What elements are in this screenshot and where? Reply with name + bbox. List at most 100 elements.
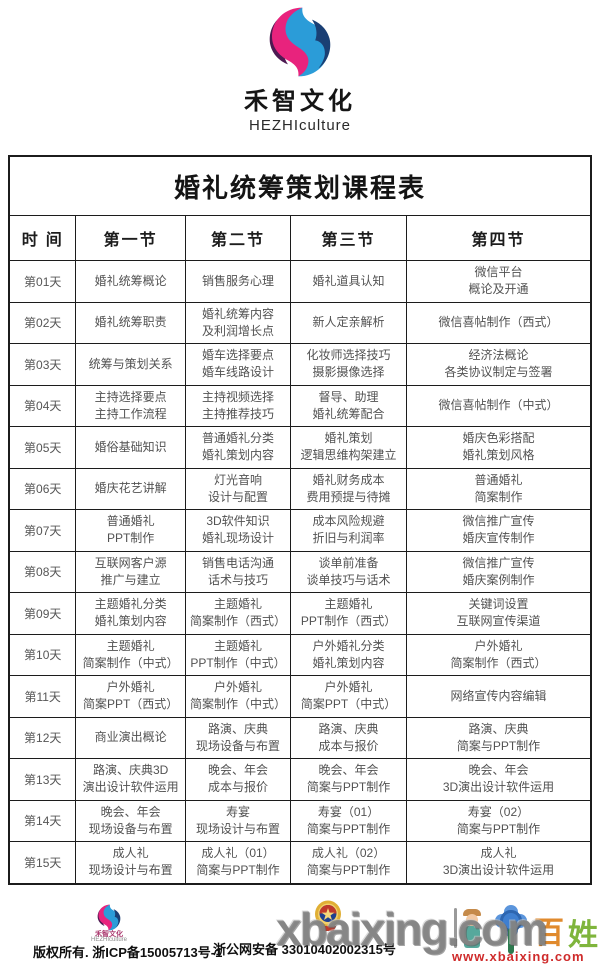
course-cell: 寿宴（01） 简案与PPT制作 [290,799,407,842]
table-row: 第14天 晚会、年会 现场设备与布置 寿宴 现场设计与布置 寿宴（01） 简案与… [8,799,592,842]
course-cell: 网络宣传内容编辑 [405,675,592,718]
day-label: 第03天 [8,343,77,386]
brand-name-en: HEZHIculture [248,117,352,134]
course-cell: 户外婚礼分类 婚礼策划内容 [290,633,407,676]
table-row: 第01天 婚礼统筹概论 销售服务心理 婚礼道具认知 微信平台 概论及开通 [8,260,592,303]
course-cell: 户外婚礼 简案PPT（中式） [290,675,407,718]
table-row: 第09天 主题婚礼分类 婚礼策划内容 主题婚礼 简案制作（西式） 主题婚礼 PP… [8,592,592,635]
day-label: 第08天 [8,550,77,593]
course-cell: 晚会、年会 成本与报价 [184,758,292,801]
day-label: 第11天 [8,675,77,718]
column-header-period4: 第四节 [405,215,592,261]
course-cell: 普通婚礼 简案制作 [405,467,592,510]
course-cell: 婚俗基础知识 [75,426,186,469]
course-cell: 3D软件知识 婚礼现场设计 [184,509,292,552]
pitchfork-icon [454,908,457,948]
copyright-icp-text: 版权所有. 浙ICP备15005713号-1 [33,945,223,960]
table-row: 第03天 统筹与策划关系 婚车选择要点 婚车线路设计 化妆师选择技巧 摄影摄像选… [8,343,592,386]
course-cell: 主题婚礼 简案制作（西式） [184,592,292,635]
footer-brand-cn: 禾智文化 [95,931,123,938]
day-label: 第15天 [8,841,77,884]
column-header-period2: 第二节 [184,215,292,261]
course-cell: 关键词设置 互联网宣传渠道 [405,592,592,635]
course-cell: 销售服务心理 [184,260,292,303]
course-cell: 晚会、年会 3D演出设计软件运用 [405,758,592,801]
course-cell: 户外婚礼 简案制作（西式） [405,633,592,676]
footer: 禾智文化 HEZHIculture 版权所有. 浙ICP备15005713号-1… [0,898,600,972]
table-row: 第04天 主持选择要点 主持工作流程 主持视频选择 主持推荐技巧 督导、助理 婚… [8,384,592,427]
farmer-head-icon [466,914,478,926]
course-cell: 主题婚礼分类 婚礼策划内容 [75,592,186,635]
course-cell: 寿宴（02） 简案与PPT制作 [405,799,592,842]
course-cell: 微信推广宣传 婚庆宣传制作 [405,509,592,552]
column-header-period3: 第三节 [290,215,407,261]
flower-icon [500,910,522,932]
table-row: 第02天 婚礼统筹职责 婚礼统筹内容 及利润增长点 新人定亲解析 微信喜帖制作（… [8,301,592,344]
farmer-hat-icon [463,909,481,916]
column-header-time: 时 间 [8,215,77,261]
course-cell: 主题婚礼 PPT制作（中式） [184,633,292,676]
column-header-period1: 第一节 [75,215,186,261]
course-cell: 主持选择要点 主持工作流程 [75,384,186,427]
course-cell: 主持视频选择 主持推荐技巧 [184,384,292,427]
course-cell: 微信平台 概论及开通 [405,260,592,303]
course-cell: 商业演出概论 [75,716,186,759]
table-row: 第12天 商业演出概论 路演、庆典 现场设备与布置 路演、庆典 成本与报价 路演… [8,716,592,759]
day-label: 第10天 [8,633,77,676]
course-cell: 普通婚礼分类 婚礼策划内容 [184,426,292,469]
course-cell: 路演、庆典 简案与PPT制作 [405,716,592,759]
table-row: 第07天 普通婚礼 PPT制作 3D软件知识 婚礼现场设计 成本风险规避 折旧与… [8,509,592,552]
day-label: 第09天 [8,592,77,635]
footer-brand-en: HEZHIculture [90,937,127,943]
day-label: 第13天 [8,758,77,801]
course-cell: 晚会、年会 简案与PPT制作 [290,758,407,801]
course-cell: 户外婚礼 简案制作（中式） [184,675,292,718]
table-row: 第10天 主题婚礼 简案制作（中式） 主题婚礼 PPT制作（中式） 户外婚礼分类… [8,633,592,676]
farmer-body-icon [464,926,480,948]
course-cell: 婚庆色彩搭配 婚礼策划风格 [405,426,592,469]
table-row: 第15天 成人礼 现场设计与布置 成人礼（01） 简案与PPT制作 成人礼（02… [8,841,592,884]
course-cell: 微信喜帖制作（西式） [405,301,592,344]
day-label: 第04天 [8,384,77,427]
table-row: 第05天 婚俗基础知识 普通婚礼分类 婚礼策划内容 婚礼策划 逻辑思维构架建立 … [8,426,592,469]
police-registration-text: 浙公网安备 33010402002315号 [213,942,396,957]
hezhi-footer-logo-icon [97,904,121,931]
course-cell: 婚礼财务成本 费用预提与待摊 [290,467,407,510]
course-cell: 主题婚礼 PPT制作（西式） [290,592,407,635]
course-cell: 路演、庆典 成本与报价 [290,716,407,759]
table-header-row: 时 间 第一节 第二节 第三节 第四节 [8,215,592,261]
course-cell: 户外婚礼 简案PPT（西式） [75,675,186,718]
baixing-mascot: 百 姓 [438,898,600,964]
table-title-row: 婚礼统筹策划课程表 [8,155,592,216]
hezhi-logo-icon [269,7,331,77]
police-badge-icon [315,900,341,931]
course-cell: 婚礼道具认知 [290,260,407,303]
course-cell: 婚礼统筹概论 [75,260,186,303]
watermark-text: xbaixing.com [276,903,548,955]
course-cell: 路演、庆典3D 演出设计软件运用 [75,758,186,801]
course-cell: 灯光音响 设计与配置 [184,467,292,510]
table-row: 第06天 婚庆花艺讲解 灯光音响 设计与配置 婚礼财务成本 费用预提与待摊 普通… [8,467,592,510]
course-cell: 督导、助理 婚礼统筹配合 [290,384,407,427]
day-label: 第12天 [8,716,77,759]
course-cell: 婚礼统筹内容 及利润增长点 [184,301,292,344]
course-cell: 婚车选择要点 婚车线路设计 [184,343,292,386]
course-cell: 成人礼 3D演出设计软件运用 [405,841,592,884]
table-row: 第08天 互联网客户源 推广与建立 销售电话沟通 话术与技巧 谈单前准备 谈单技… [8,550,592,593]
course-cell: 互联网客户源 推广与建立 [75,550,186,593]
course-cell: 成人礼 现场设计与布置 [75,841,186,884]
mascot-char-xing: 姓 [568,919,598,952]
course-cell: 统筹与策划关系 [75,343,186,386]
course-cell: 销售电话沟通 话术与技巧 [184,550,292,593]
day-label: 第02天 [8,301,77,344]
course-cell: 化妆师选择技巧 摄影摄像选择 [290,343,407,386]
course-cell: 婚庆花艺讲解 [75,467,186,510]
course-schedule-table: 婚礼统筹策划课程表 时 间 第一节 第二节 第三节 第四节 第01天 婚礼统筹概… [8,155,592,885]
course-cell: 婚礼统筹职责 [75,301,186,344]
day-label: 第06天 [8,467,77,510]
course-cell: 微信推广宣传 婚庆案例制作 [405,550,592,593]
flower-stem-icon [508,928,514,954]
course-cell: 晚会、年会 现场设备与布置 [75,799,186,842]
table-row: 第13天 路演、庆典3D 演出设计软件运用 晚会、年会 成本与报价 晚会、年会 … [8,758,592,801]
course-cell: 主题婚礼 简案制作（中式） [75,633,186,676]
